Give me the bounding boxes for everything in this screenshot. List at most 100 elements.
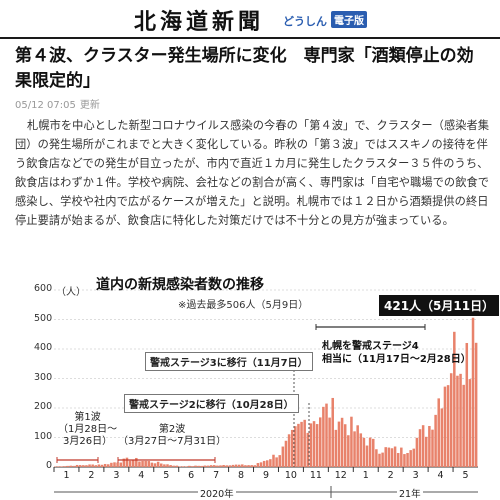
chart-title: 道内の新規感染者数の推移	[96, 277, 264, 293]
chart-bar	[131, 459, 135, 467]
chart-bar	[125, 457, 129, 467]
article-body: 札幌市を中心とした新型コロナウイルス感染の今春の「第４波」で、クラスター（感染者…	[15, 119, 490, 227]
chart-bar	[178, 466, 182, 467]
chart-bar	[169, 465, 172, 467]
chart-bar	[294, 426, 297, 467]
chart-bar	[166, 464, 169, 467]
chart-bar	[340, 417, 344, 467]
chart-bar	[191, 466, 194, 467]
chart-bar	[78, 465, 82, 467]
chart-bar	[253, 465, 257, 467]
chart-bar	[456, 375, 459, 467]
chart-bar	[153, 463, 157, 467]
x-tick-label: 1	[362, 470, 369, 481]
chart-bar	[172, 465, 175, 467]
chart-bar	[319, 417, 322, 467]
sapporo-line1: 札幌を警戒ステージ4	[322, 341, 419, 352]
y-tick-label: 300	[34, 371, 53, 383]
chart-bar	[421, 425, 425, 467]
wave2-label: 第2波 （3月27日～7月31日）	[118, 424, 226, 448]
chart-bar	[396, 453, 400, 467]
chart-bar	[97, 464, 101, 467]
chart-bar	[465, 342, 469, 467]
site-logo[interactable]: 北海道新聞	[134, 9, 265, 35]
chart-bar	[278, 455, 281, 467]
wave1-label: 第1波 （1月28日～ 3月26日）	[58, 412, 117, 448]
chart-bar	[266, 460, 269, 467]
chart-bar	[219, 465, 222, 467]
chart-canvas	[53, 289, 478, 498]
wave2-range: （3月27日～7月31日）	[118, 436, 227, 447]
x-tick-label: 8	[238, 470, 245, 481]
chart-bar	[400, 447, 403, 467]
x-tick-label: 3	[412, 470, 419, 481]
chart-bar	[375, 449, 378, 467]
chart-bar	[406, 452, 409, 467]
chart-bar	[122, 458, 126, 467]
x-tick-label: 9	[262, 470, 270, 481]
chart-bar	[194, 465, 197, 467]
chart-bar	[281, 446, 285, 467]
chart-bar	[250, 465, 253, 467]
chart-bar	[365, 445, 369, 467]
article-date: 05/12 07:05	[15, 100, 76, 111]
chart-bar	[209, 465, 213, 467]
chart-bar	[356, 425, 359, 467]
chart-bar	[138, 461, 141, 467]
peak-callout: 421人（5月11日）	[379, 295, 500, 316]
chart-bar	[225, 465, 228, 467]
chart-bar	[459, 373, 462, 467]
chart-bar	[237, 464, 241, 467]
masthead: 北海道新聞 どうしん 電子版	[0, 0, 500, 36]
chart-bar	[440, 408, 444, 467]
x-tick-label: 12	[334, 470, 347, 481]
chart-bar	[312, 421, 316, 467]
chart-bar	[362, 437, 366, 467]
x-tick-label: 4	[437, 470, 444, 481]
chart-bar	[446, 385, 450, 467]
chart-bar	[449, 373, 453, 467]
chart-bar	[471, 317, 475, 467]
chart-bar	[88, 464, 91, 467]
chart-bar	[181, 466, 185, 467]
chart-bar	[334, 429, 338, 467]
chart-bar	[428, 425, 431, 467]
chart-bar	[175, 465, 179, 467]
chart-bar	[443, 386, 447, 467]
x-tick-label: 2	[387, 470, 394, 481]
chart-bar	[474, 342, 478, 467]
chart-bar	[322, 406, 325, 467]
chart-bar	[350, 416, 353, 467]
chart-bar	[425, 436, 428, 467]
x-tick-label: 6	[188, 470, 195, 481]
chart-bar	[228, 465, 232, 467]
chart-bar	[418, 429, 422, 467]
digital-edition-badge: 電子版	[331, 11, 367, 28]
y-tick-label: 200	[34, 401, 53, 412]
chart-bar	[381, 452, 384, 467]
chart-bar	[66, 465, 69, 467]
chart-bar	[372, 438, 375, 467]
infection-chart: 道内の新規感染者数の推移 ※過去最多506人（5月9日） （人） 0 100 200…	[0, 270, 500, 500]
x-tick-label: 2	[88, 470, 95, 481]
x-tick-label: 3	[113, 470, 120, 481]
chart-bar	[343, 424, 347, 467]
chart-bar	[75, 464, 79, 467]
chart-bar	[306, 432, 310, 467]
article-meta: 05/12 07:05 更新	[15, 96, 104, 111]
chart-bar	[434, 414, 437, 467]
chart-bar	[378, 453, 381, 467]
chart-note: ※過去最多506人（5月9日）	[178, 300, 309, 311]
masthead-divider	[0, 37, 500, 39]
x-tick-label: 4	[138, 470, 145, 481]
chart-bar	[359, 433, 363, 467]
chart-bar	[200, 465, 204, 467]
sapporo-stage4-note: 札幌を警戒ステージ4 相当に（11月17日～2月28日）	[322, 340, 471, 366]
chart-bar	[94, 465, 98, 467]
chart-bar	[368, 437, 372, 467]
callout-stage3: 警戒ステージ3に移行（11月7日）	[145, 352, 313, 371]
chart-bar	[184, 466, 188, 467]
chart-bar	[57, 466, 60, 467]
chart-bar	[147, 461, 151, 467]
chart-bar	[91, 464, 94, 467]
